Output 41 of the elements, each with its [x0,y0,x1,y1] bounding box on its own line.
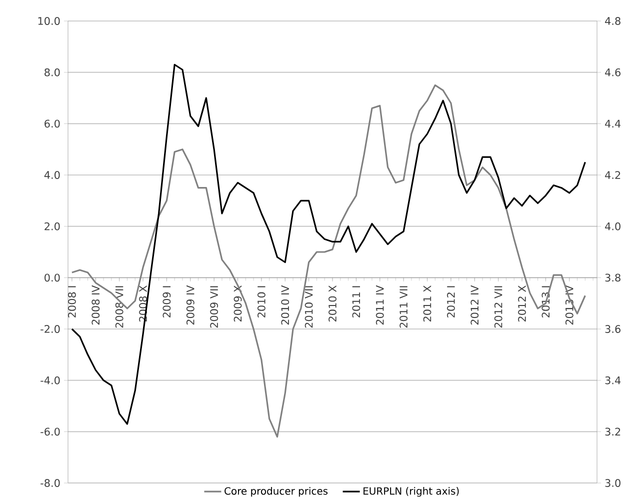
x-tick-label: 2008 IV [92,285,100,325]
x-tick-label: 2010 I [257,286,266,318]
y2-tick-label: 3.2 [605,428,620,436]
x-tick-label: 2008 I [68,286,76,318]
y-tick-label: -4.0 [40,376,60,384]
y2-tick-label: 4.0 [605,222,620,230]
y2-tick-label: 4.6 [605,68,620,76]
y-tick-label: 10.0 [38,17,60,25]
x-tick-label: 2010 VII [304,286,313,328]
legend-label: Core producer prices [224,487,328,497]
legend-label: EURPLN (right axis) [364,487,459,497]
x-tick-label: 2011 IV [376,285,384,325]
x-tick-label: 2013 I [542,286,550,318]
y2-tick-label: 3.0 [605,479,620,487]
x-tick-label: 2012 IV [470,285,479,325]
y2-tick-label: 4.2 [605,171,620,179]
y-tick-label: 4.0 [44,171,60,179]
y2-tick-label: 4.8 [605,17,620,25]
y-tick-label: 0.0 [44,274,60,282]
x-tick-label: 2011 X [423,286,432,322]
x-tick-label: 2009 IV [186,285,194,325]
y-tick-label: 2.0 [44,222,60,230]
y2-tick-label: 3.6 [605,325,620,333]
y2-tick-label: 4.4 [605,120,621,128]
x-tick-label: 2011 VII [400,286,408,328]
x-tick-label: 2008 VII [115,286,124,328]
x-tick-label: 2012 X [518,286,526,322]
x-tick-label: 2010 IV [281,285,290,325]
x-tick-label: 2010 X [328,286,336,322]
y-tick-label: -8.0 [40,479,60,487]
x-tick-label: 2011 I [352,286,360,318]
x-tick-label: 2009 I [162,286,171,318]
y2-tick-label: 3.8 [605,274,620,282]
x-tick-label: 2012 I [446,286,455,318]
y-tick-label: 8.0 [44,68,60,76]
y2-tick-label: 3.4 [605,376,621,384]
y-tick-label: 6.0 [44,120,60,128]
x-tick-label: 2009 VII [210,286,218,328]
y-tick-label: -2.0 [40,325,60,333]
y-tick-label: -6.0 [40,428,60,436]
x-tick-label: 2012 VII [494,286,502,328]
